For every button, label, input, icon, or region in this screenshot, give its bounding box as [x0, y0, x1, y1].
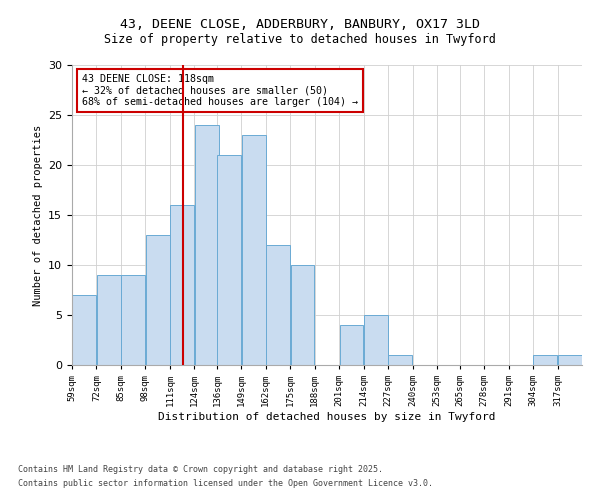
Y-axis label: Number of detached properties: Number of detached properties	[32, 124, 43, 306]
Bar	[121, 275, 145, 365]
Bar	[217, 155, 241, 365]
Text: Size of property relative to detached houses in Twyford: Size of property relative to detached ho…	[104, 32, 496, 46]
Text: 43 DEENE CLOSE: 118sqm
← 32% of detached houses are smaller (50)
68% of semi-det: 43 DEENE CLOSE: 118sqm ← 32% of detached…	[82, 74, 358, 107]
Bar	[558, 355, 582, 365]
Bar	[242, 135, 266, 365]
Bar	[97, 275, 121, 365]
Bar	[266, 245, 290, 365]
Bar	[364, 315, 388, 365]
X-axis label: Distribution of detached houses by size in Twyford: Distribution of detached houses by size …	[158, 412, 496, 422]
Bar	[290, 265, 314, 365]
Text: 43, DEENE CLOSE, ADDERBURY, BANBURY, OX17 3LD: 43, DEENE CLOSE, ADDERBURY, BANBURY, OX1…	[120, 18, 480, 30]
Bar	[340, 325, 364, 365]
Bar	[533, 355, 557, 365]
Bar	[388, 355, 412, 365]
Text: Contains HM Land Registry data © Crown copyright and database right 2025.: Contains HM Land Registry data © Crown c…	[18, 466, 383, 474]
Bar	[170, 205, 194, 365]
Bar	[72, 295, 96, 365]
Bar	[194, 125, 218, 365]
Text: Contains public sector information licensed under the Open Government Licence v3: Contains public sector information licen…	[18, 479, 433, 488]
Bar	[146, 235, 170, 365]
